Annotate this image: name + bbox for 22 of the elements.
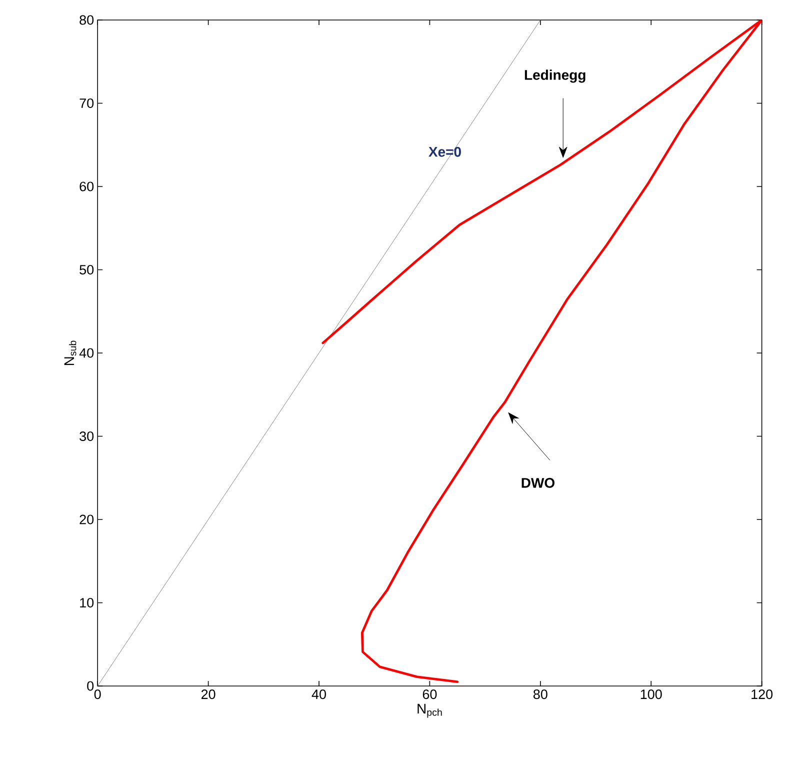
- y-tick-label: 0: [87, 681, 94, 691]
- series-label: Xe=0: [428, 146, 461, 157]
- y-tick-label: 10: [80, 598, 94, 608]
- x-tick-label: 0: [94, 690, 101, 700]
- x-tick-label: 60: [422, 690, 437, 700]
- y-tick-label: 80: [80, 15, 94, 25]
- x-tick-label: 20: [201, 690, 216, 700]
- x-tick-label: 80: [533, 690, 548, 700]
- annotation: DWO: [522, 478, 554, 488]
- y-tick-label: 70: [80, 98, 94, 108]
- y-tick-label: 40: [79, 348, 94, 358]
- x-tick-label: 40: [312, 690, 326, 700]
- x-tick-label: 100: [640, 690, 662, 700]
- x-tick-label: 120: [752, 690, 773, 700]
- y-axis-title: N$_{sub}$: [64, 340, 76, 366]
- y-tick-label: 60: [80, 182, 94, 192]
- annotation: Ledinegg: [524, 70, 586, 83]
- y-tick-label: 50: [80, 264, 94, 275]
- y-tick-label: 30: [80, 431, 94, 442]
- y-tick-label: 20: [80, 514, 94, 524]
- line-series: [322, 20, 762, 684]
- x-axis-title: N$_{pch}$: [418, 704, 442, 718]
